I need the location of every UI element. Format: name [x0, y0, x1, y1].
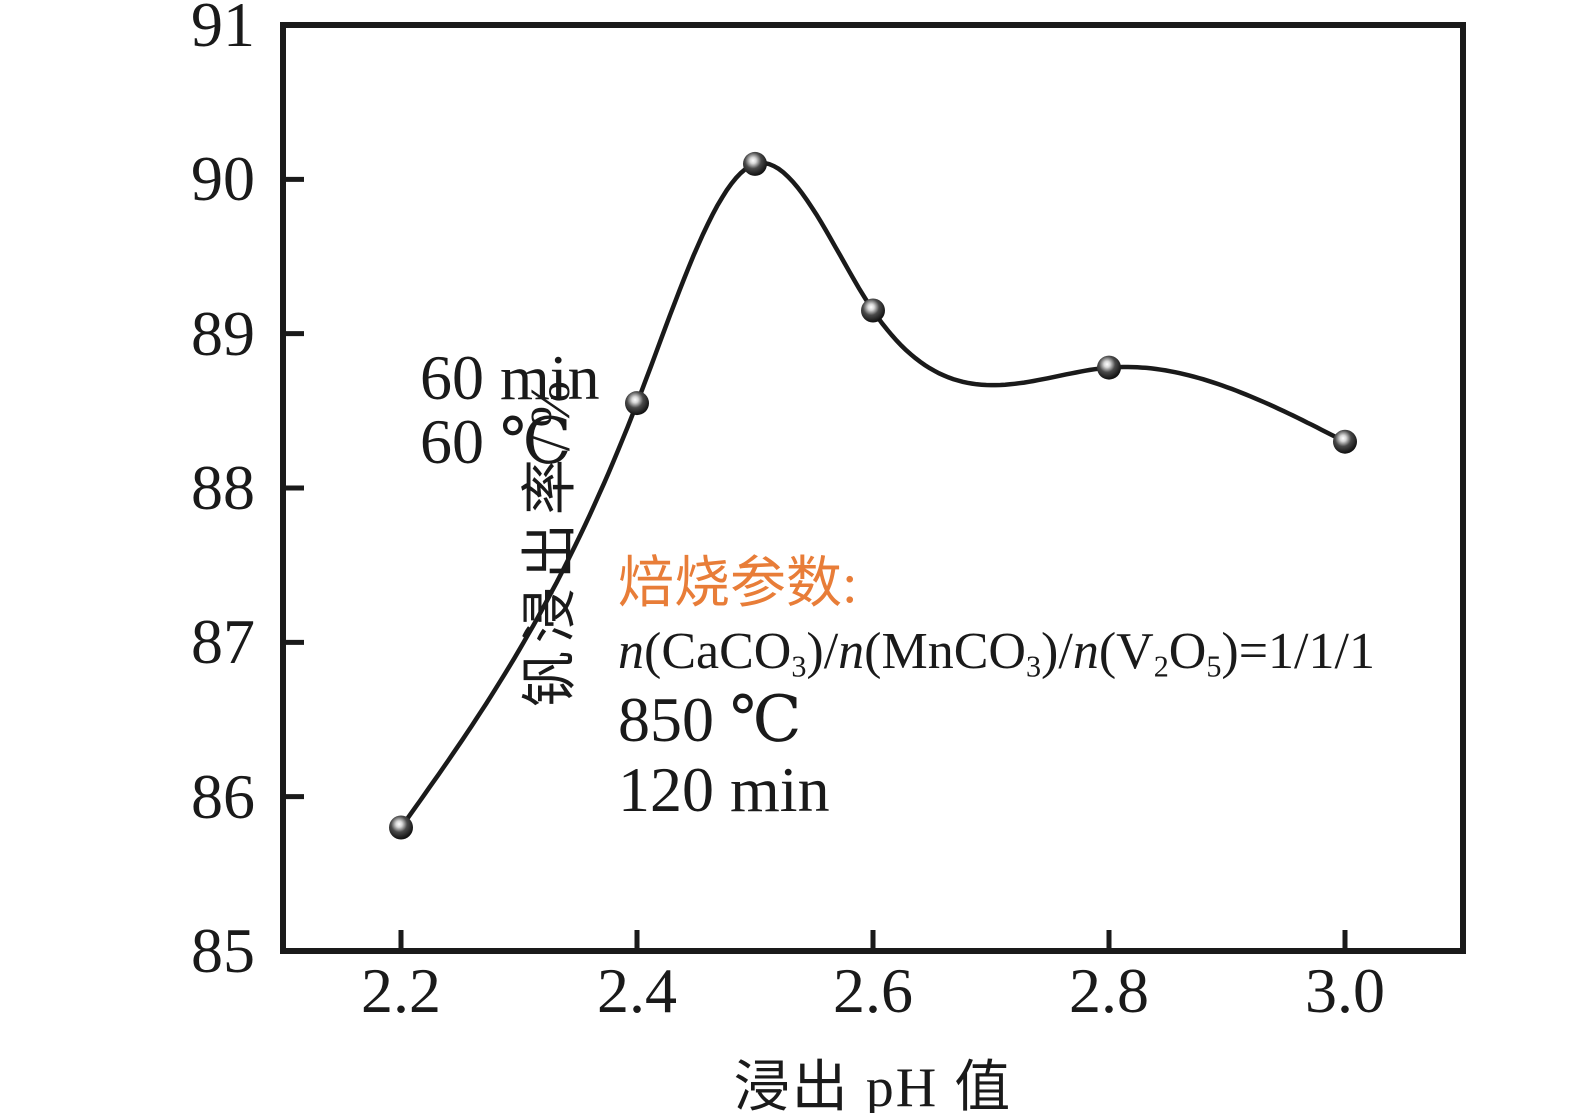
y-axis-title: 钒浸出率/%: [520, 372, 582, 708]
roasting-temperature: 850 ℃: [618, 684, 802, 755]
formula-segment: O: [1168, 623, 1207, 680]
formula-segment: 2: [1153, 649, 1169, 684]
leach-time-label: 60 min: [420, 342, 600, 413]
formula-segment: n: [618, 623, 644, 680]
data-point-marker: [743, 151, 767, 176]
x-tick-label: 2.4: [597, 955, 677, 1026]
plot-border: [280, 22, 1466, 954]
data-point-marker: [389, 815, 413, 840]
formula-segment: )/: [1041, 623, 1073, 680]
y-tick-label: 91: [191, 0, 255, 60]
roasting-title: 焙烧参数:: [618, 553, 858, 615]
x-tick-label: 2.2: [361, 955, 441, 1026]
annotation-roasting: 焙烧参数: n(CaCO3)/n(MnCO3)/n(V2O5)=1/1/1 85…: [618, 552, 1375, 822]
y-tick-label: 89: [191, 297, 255, 369]
formula-segment: 3: [1025, 649, 1042, 684]
y-tick-label: 85: [191, 915, 255, 986]
formula-segment: (MnCO: [864, 623, 1026, 680]
formula-segment: n: [838, 623, 865, 680]
formula-segment: (CaCO: [644, 623, 792, 680]
x-tick-label: 2.6: [833, 955, 913, 1026]
leach-temp-label: 60 ℃: [420, 406, 572, 477]
x-tick-label: 2.8: [1069, 955, 1149, 1026]
annotation-leach-conditions: 60 min 60 ℃: [420, 346, 600, 474]
data-point-marker: [1097, 355, 1121, 380]
roasting-time: 120 min: [618, 754, 830, 825]
y-tick-label: 86: [191, 760, 255, 832]
formula-segment: (V: [1098, 623, 1154, 680]
x-tick-label: 3.0: [1305, 955, 1385, 1026]
data-point-marker: [625, 391, 649, 416]
data-point-marker: [1333, 429, 1357, 454]
y-tick-label: 90: [191, 143, 255, 215]
y-tick-label: 87: [191, 606, 255, 678]
data-point-marker: [861, 298, 885, 323]
formula-segment: 3: [791, 649, 807, 684]
formula-segment: n: [1072, 623, 1099, 680]
formula-segment: )/: [806, 623, 839, 680]
roasting-formula: n(CaCO3)/n(MnCO3)/n(V2O5)=1/1/1: [618, 624, 1375, 688]
x-axis-title: 浸出 pH 值: [733, 1057, 1013, 1113]
formula-segment: 5: [1206, 649, 1222, 684]
formula-segment: )=1/1/1: [1221, 623, 1375, 680]
y-tick-label: 88: [191, 452, 255, 523]
